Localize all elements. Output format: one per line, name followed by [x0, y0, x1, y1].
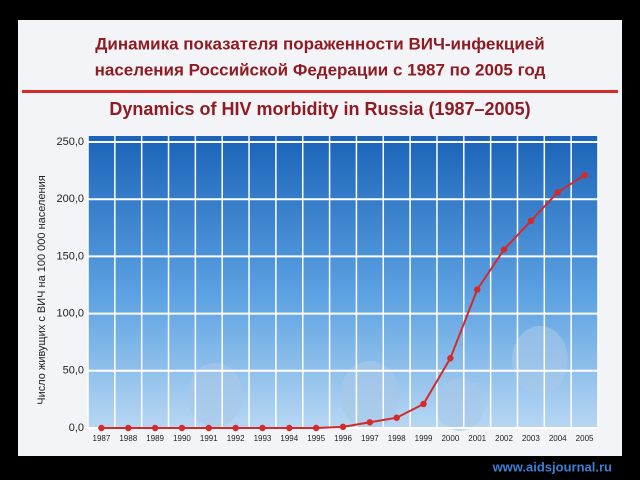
x-tick-label: 1997 — [361, 434, 379, 443]
y-tick-label: 150,0 — [56, 250, 84, 262]
data-point — [393, 414, 400, 421]
y-tick-label: 250,0 — [56, 136, 84, 148]
y-tick-label: 0,0 — [69, 422, 84, 434]
y-tick-label: 200,0 — [56, 193, 84, 205]
data-point — [420, 400, 427, 408]
x-tick-label: 2004 — [549, 434, 567, 443]
data-point — [232, 424, 239, 432]
x-tick-label: 1987 — [93, 434, 111, 443]
data-point — [259, 424, 266, 432]
plot-area — [88, 136, 598, 428]
silhouettes — [187, 326, 568, 431]
y-tick-label: 100,0 — [56, 308, 84, 320]
x-tick-label: 1996 — [334, 434, 352, 443]
x-tick-label: 1995 — [307, 434, 325, 443]
data-point — [286, 424, 293, 432]
data-point — [339, 423, 347, 431]
x-tick-label: 2003 — [522, 434, 540, 443]
chart-title: Динамика показателя пораженности ВИЧ-инф… — [95, 34, 544, 53]
x-tick-label: 2000 — [441, 434, 459, 443]
x-tick-label: 1999 — [415, 434, 433, 443]
data-point — [366, 419, 374, 426]
x-tick-label: 2001 — [468, 434, 486, 443]
data-point — [554, 189, 561, 196]
chart-subtitle: Dynamics of HIV morbidity in Russia (198… — [109, 99, 530, 119]
x-tick-label: 1992 — [227, 434, 245, 443]
y-tick-label: 50,0 — [63, 365, 84, 377]
data-point — [125, 424, 132, 432]
y-axis-label: Число живущих с ВИЧ на 100 000 населения — [36, 175, 48, 405]
x-tick-label: 1994 — [280, 434, 298, 443]
x-tick-label: 2005 — [576, 434, 594, 443]
data-point — [178, 424, 186, 432]
x-tick-label: 1998 — [388, 434, 406, 443]
data-point — [447, 355, 454, 362]
title-rule — [22, 90, 618, 93]
x-tick-label: 2002 — [495, 434, 513, 443]
footer-url: www.aidsjournal.ru — [492, 459, 612, 474]
data-point — [98, 424, 105, 432]
x-tick-label: 1988 — [119, 434, 137, 443]
data-point — [312, 424, 320, 432]
data-point — [527, 217, 535, 225]
x-tick-label: 1989 — [146, 434, 164, 443]
x-tick-label: 1993 — [254, 434, 272, 443]
data-point — [474, 286, 481, 293]
x-tick-label: 1990 — [173, 434, 191, 443]
data-point — [500, 246, 508, 253]
x-tick-label: 1991 — [200, 434, 218, 443]
data-point — [151, 424, 159, 432]
data-point — [581, 171, 588, 179]
data-point — [205, 424, 212, 432]
chart-title: населения Российской Федерации с 1987 по… — [95, 60, 546, 79]
